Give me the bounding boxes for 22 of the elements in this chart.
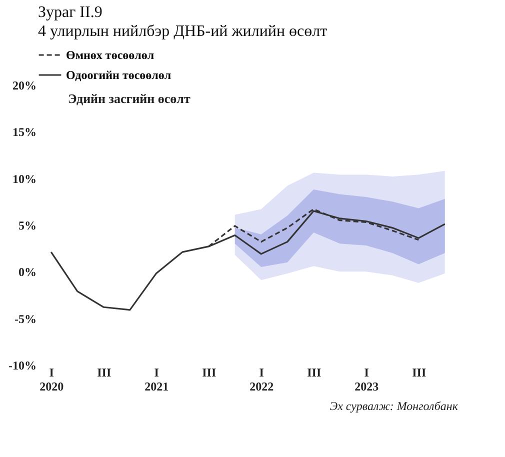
line-series bbox=[50, 210, 446, 311]
y-tick-label: -5% bbox=[14, 312, 36, 326]
x-tick-label: I 2023 bbox=[354, 366, 379, 394]
y-tick-label: 15% bbox=[12, 125, 36, 140]
y-tick-label: 20% bbox=[12, 78, 36, 92]
x-tick-label: III bbox=[97, 366, 112, 380]
x-tick-label: III bbox=[202, 366, 216, 380]
x-tick-label: I 2020 bbox=[40, 366, 64, 394]
x-tick-label: III bbox=[307, 366, 322, 380]
y-tick-label: -10% bbox=[8, 358, 36, 372]
y-axis-title: Эдийн засгийн өсөлт bbox=[68, 91, 191, 106]
chart-title: Зураг II.9 bbox=[38, 4, 102, 21]
x-tick-label: I 2021 bbox=[144, 366, 169, 394]
legend-label: Өмнөх төсөөлөл bbox=[66, 48, 154, 62]
x-tick-label: III bbox=[412, 366, 426, 380]
legend-label: Одоогийн төсөөлөл bbox=[66, 68, 172, 82]
x-tick-label: I 2022 bbox=[250, 366, 274, 394]
y-tick-label: 10% bbox=[12, 172, 36, 186]
y-tick-label: 5% bbox=[18, 218, 36, 232]
y-tick-label: 0% bbox=[18, 265, 36, 280]
chart-subtitle: 4 улирлын нийлбэр ДНБ-ий жилийн өсөлт bbox=[38, 23, 328, 40]
text: Эх сурвалж: Монголбанк bbox=[330, 399, 458, 413]
